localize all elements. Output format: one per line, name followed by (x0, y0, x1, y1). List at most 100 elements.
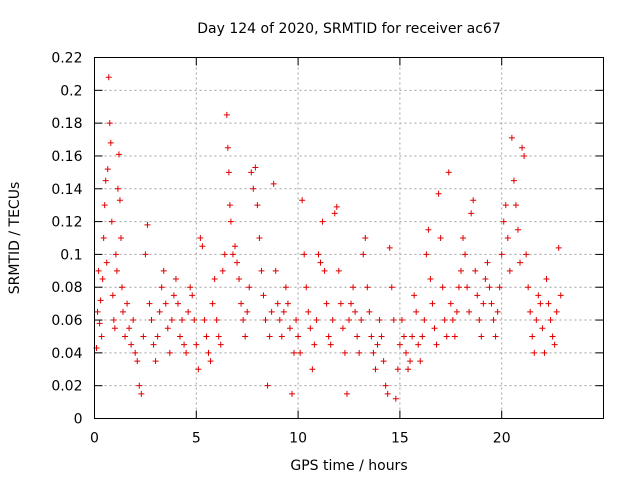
data-point (437, 235, 444, 241)
data-point (117, 235, 124, 241)
data-point (453, 308, 460, 315)
data-point (460, 235, 467, 241)
data-point (494, 308, 501, 315)
data-point (392, 395, 399, 402)
data-point (221, 251, 228, 258)
y-tick-label: 0.08 (51, 280, 82, 296)
data-point (553, 308, 560, 315)
data-point (286, 325, 293, 332)
data-point (254, 202, 261, 209)
data-point (94, 308, 101, 315)
data-point (268, 308, 275, 315)
data-point (250, 185, 257, 192)
data-point (95, 267, 102, 274)
data-point (478, 333, 485, 340)
y-tick-label: 0.14 (51, 182, 82, 198)
data-point (470, 197, 477, 204)
data-point (130, 317, 137, 324)
data-point (431, 325, 438, 332)
data-point (490, 317, 497, 324)
data-point (504, 235, 511, 241)
data-point (197, 235, 204, 241)
data-point (187, 284, 194, 291)
data-point (372, 366, 379, 373)
data-point (177, 333, 184, 340)
data-point (382, 382, 389, 389)
data-point (350, 284, 357, 291)
data-point (307, 325, 314, 332)
data-point (370, 349, 377, 356)
data-point (179, 317, 186, 324)
data-point (407, 358, 414, 365)
y-tick-label: 0.1 (60, 247, 82, 263)
data-point (244, 308, 251, 315)
data-point (462, 251, 469, 258)
data-point (464, 284, 471, 291)
data-point (236, 276, 243, 283)
data-point (343, 390, 350, 397)
x-tick-label: 20 (493, 431, 511, 447)
data-point (352, 308, 359, 315)
data-point (224, 144, 231, 151)
data-point (172, 276, 179, 283)
data-point (274, 300, 281, 307)
data-point (252, 164, 259, 171)
data-point (492, 333, 499, 340)
data-point (557, 292, 564, 299)
data-point (484, 259, 491, 266)
data-point (238, 300, 245, 307)
data-point (114, 185, 121, 192)
data-point (99, 276, 106, 283)
data-point (116, 197, 123, 204)
data-point (327, 341, 334, 348)
data-point (148, 317, 155, 324)
data-point (547, 317, 554, 324)
data-point (240, 317, 247, 324)
data-point (223, 111, 230, 118)
data-point (500, 218, 507, 225)
data-point (199, 243, 206, 250)
data-point (396, 341, 403, 348)
data-point (405, 366, 412, 373)
y-tick-label: 0.02 (51, 379, 82, 395)
data-point (201, 317, 208, 324)
data-point (203, 333, 210, 340)
y-tick-label: 0.2 (60, 83, 82, 99)
plot-frame (94, 57, 604, 419)
data-point (256, 235, 263, 241)
data-point (113, 267, 120, 274)
data-point (323, 300, 330, 307)
data-point (183, 349, 190, 356)
data-point (468, 210, 475, 217)
data-point (291, 349, 298, 356)
data-point (152, 358, 159, 365)
axis-ticks: 0 0.02 0.04 0.06 0.08 0.1 0.12 0.14 0.16 0.18 0.2 0… (51, 51, 604, 447)
data-point (280, 308, 287, 315)
data-point (118, 284, 125, 291)
data-point (521, 152, 528, 159)
data-point (433, 341, 440, 348)
data-point (227, 218, 234, 225)
data-point (156, 308, 163, 315)
data-point (423, 251, 430, 258)
data-point (100, 235, 107, 241)
y-tick-label: 0.04 (51, 346, 82, 362)
data-point (138, 390, 145, 397)
data-point (132, 349, 139, 356)
data-point (333, 203, 340, 210)
data-point (284, 300, 291, 307)
data-point (348, 300, 355, 307)
data-point (449, 317, 456, 324)
data-point (545, 300, 552, 307)
data-point (411, 292, 418, 299)
data-points (93, 74, 564, 402)
data-point (162, 300, 169, 307)
data-point (409, 333, 416, 340)
data-point (529, 333, 536, 340)
data-point (299, 197, 306, 204)
data-point (170, 292, 177, 299)
data-point (388, 284, 395, 291)
data-point (209, 300, 216, 307)
data-point (150, 341, 157, 348)
data-point (325, 333, 332, 340)
